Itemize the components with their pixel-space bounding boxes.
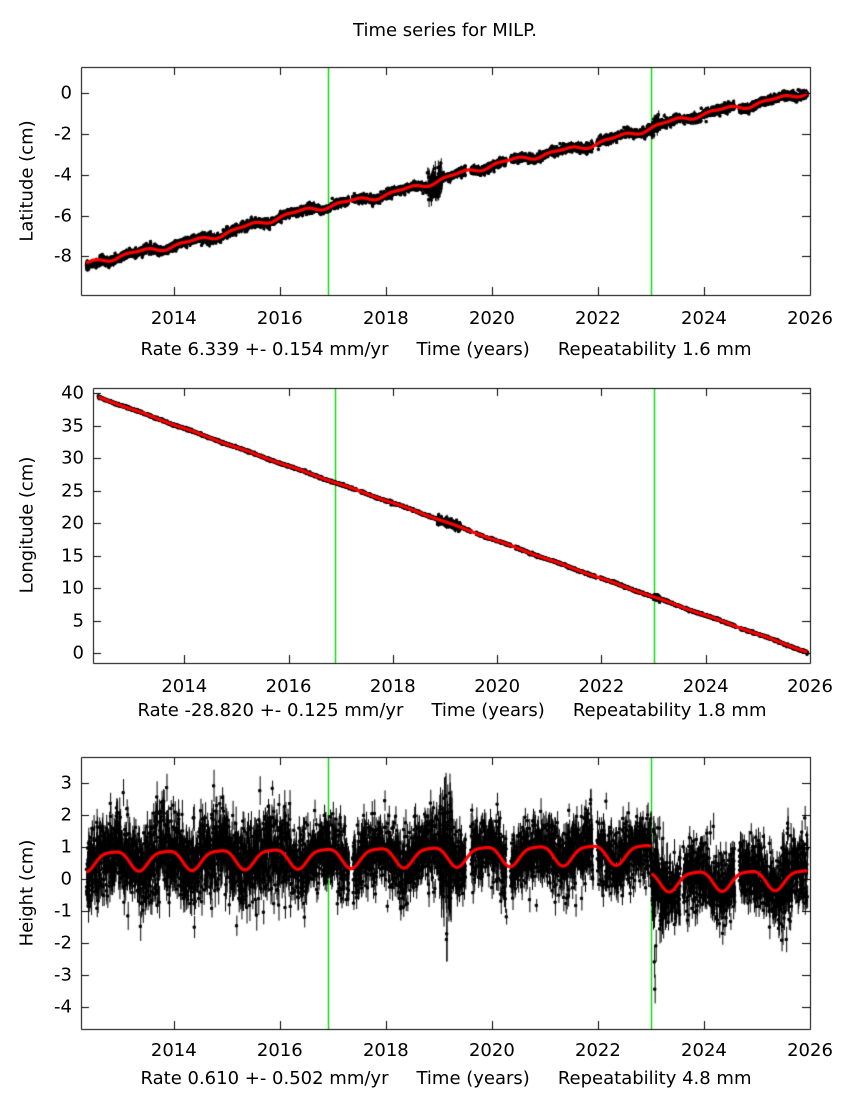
- height-x-tick-label: 2026: [787, 1040, 833, 1061]
- latitude-x-tick-label: 2024: [681, 308, 727, 329]
- longitude-y-tick-label: 25: [61, 480, 84, 502]
- height-repeatability-text: Repeatability 4.8 mm: [557, 1068, 752, 1089]
- latitude-x-tick-label: 2022: [575, 308, 621, 329]
- latitude-rate-text: Rate 6.339 +- 0.154 mm/yr: [140, 339, 389, 360]
- latitude-time-axis-label: Time (years): [416, 339, 530, 360]
- height-time-axis-label: Time (years): [416, 1068, 530, 1089]
- height-y-tick-label: -2: [54, 932, 72, 954]
- height-x-tick-label: 2022: [575, 1040, 621, 1061]
- height-y-tick-label: 3: [60, 772, 72, 794]
- longitude-x-tick-label: 2014: [161, 676, 208, 697]
- latitude-x-tick-label: 2016: [256, 308, 303, 329]
- latitude-y-tick-label: -4: [54, 164, 72, 186]
- height-y-tick-label: 1: [60, 836, 72, 858]
- height-x-tick-label: 2014: [150, 1040, 197, 1061]
- longitude-y-tick-label: 35: [61, 415, 84, 437]
- latitude-y-tick-label: -8: [54, 245, 72, 267]
- longitude-repeatability-text: Repeatability 1.8 mm: [572, 700, 767, 721]
- height-y-tick-label: -1: [54, 900, 72, 922]
- latitude-x-tick-label: 2020: [468, 308, 515, 329]
- longitude-x-tick-label: 2020: [474, 676, 521, 697]
- longitude-y-tick-label: 40: [61, 382, 84, 404]
- longitude-time-axis-label: Time (years): [431, 700, 545, 721]
- longitude-y-tick-label: 10: [61, 577, 84, 599]
- height-x-tick-label: 2020: [468, 1040, 515, 1061]
- height-x-tick-label: 2016: [256, 1040, 303, 1061]
- height-x-tick-label: 2018: [362, 1040, 409, 1061]
- longitude-x-tick-label: 2016: [265, 676, 312, 697]
- longitude-x-tick-label: 2018: [369, 676, 416, 697]
- height-footer: Rate 0.610 +- 0.502 mm/yr Time (years) R…: [140, 1068, 751, 1089]
- height-rate-text: Rate 0.610 +- 0.502 mm/yr: [140, 1068, 389, 1089]
- longitude-x-tick-label: 2024: [682, 676, 729, 697]
- longitude-y-tick-label: 0: [72, 642, 84, 664]
- height-x-tick-label: 2024: [681, 1040, 727, 1061]
- longitude-y-tick-label: 5: [72, 610, 84, 632]
- latitude-axis-label: Latitude (cm): [16, 120, 38, 242]
- latitude-x-tick-label: 2018: [362, 308, 409, 329]
- latitude-repeatability-text: Repeatability 1.6 mm: [557, 339, 752, 360]
- height-y-tick-label: 2: [60, 804, 72, 826]
- longitude-x-tick-label: 2022: [578, 676, 625, 697]
- longitude-y-tick-label: 20: [61, 512, 84, 534]
- latitude-footer: Rate 6.339 +- 0.154 mm/yr Time (years) R…: [140, 339, 751, 360]
- height-y-tick-label: -4: [54, 996, 72, 1018]
- latitude-x-tick-label: 2026: [787, 308, 833, 329]
- longitude-footer: Rate -28.820 +- 0.125 mm/yr Time (years)…: [138, 700, 767, 721]
- chart-title: Time series for MILP.: [353, 20, 537, 41]
- height-y-tick-label: -3: [54, 964, 72, 986]
- height-y-tick-label: 0: [60, 868, 72, 890]
- longitude-rate-text: Rate -28.820 +- 0.125 mm/yr: [137, 700, 404, 721]
- latitude-y-tick-label: 0: [60, 82, 72, 104]
- latitude-y-tick-label: -6: [54, 205, 72, 227]
- latitude-x-tick-label: 2014: [150, 308, 197, 329]
- longitude-y-tick-label: 30: [61, 447, 84, 469]
- longitude-y-tick-label: 15: [61, 545, 84, 567]
- longitude-axis-label: Longitude (cm): [16, 456, 38, 594]
- latitude-y-tick-label: -2: [54, 123, 72, 145]
- longitude-x-tick-label: 2026: [787, 676, 833, 697]
- height-axis-label: Height (cm): [16, 839, 38, 947]
